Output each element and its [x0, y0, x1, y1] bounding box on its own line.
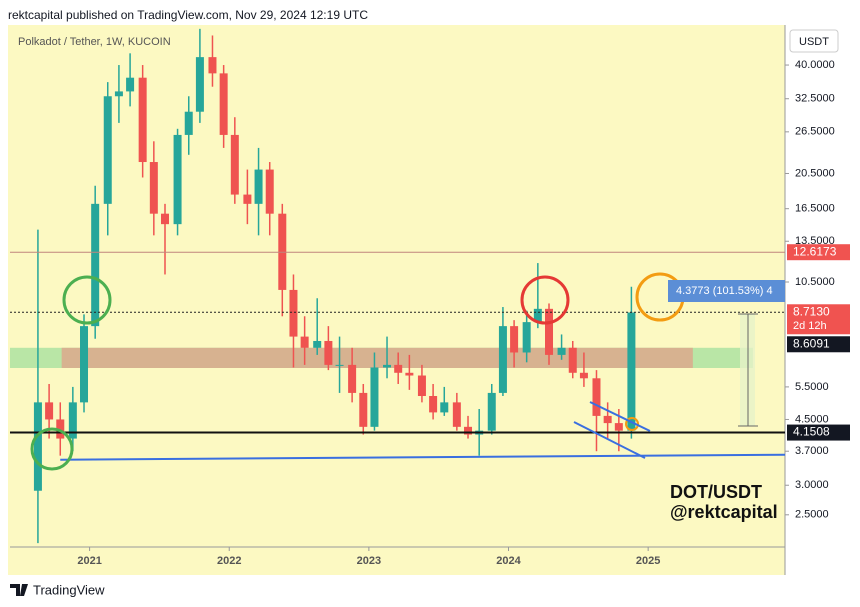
x-tick-label: 2021 — [77, 555, 101, 567]
candle-body — [440, 402, 449, 413]
candle-body — [592, 378, 601, 416]
y-tick-label: 2.5000 — [795, 509, 829, 521]
candle-body — [614, 423, 623, 431]
y-tick-label: 3.7000 — [795, 445, 829, 457]
price-tag-label: 12.6173 — [793, 244, 837, 258]
candle-body — [370, 367, 379, 427]
candle-body — [405, 372, 414, 376]
countdown: 2d 12h — [793, 320, 827, 332]
price-tag-label: 4.1508 — [793, 425, 830, 439]
candle-body — [498, 326, 507, 393]
y-tick-label: 20.5000 — [795, 167, 835, 179]
watermark: DOT/USDT — [670, 482, 762, 502]
y-tick-label: 3.0000 — [795, 479, 829, 491]
price-tag — [787, 424, 850, 441]
candle-body — [230, 134, 239, 195]
y-tick-label: 32.5000 — [795, 93, 835, 105]
candle-body — [627, 312, 636, 431]
candle-body — [103, 96, 112, 204]
zone — [61, 347, 693, 368]
chart-layer: 2021 2022 2023 2024 2025 — [10, 25, 786, 575]
candle-body — [254, 169, 263, 204]
candle-body — [603, 415, 612, 424]
candle-body — [289, 289, 298, 337]
candle-body — [173, 134, 182, 225]
price-tag — [787, 244, 850, 261]
candle-body — [359, 392, 368, 427]
y-tick-label: 10.5000 — [795, 276, 835, 288]
candle-body — [68, 402, 77, 439]
x-tick-label: 2024 — [496, 555, 521, 567]
price-tag — [787, 336, 850, 353]
circle — [520, 275, 570, 325]
candle-body — [464, 426, 473, 435]
candle-body — [510, 326, 519, 353]
candle-body — [545, 308, 554, 355]
y-tick-label: 13.5000 — [795, 235, 835, 247]
candle-body — [56, 419, 65, 439]
y-tick-label: 16.5000 — [795, 203, 835, 215]
circle — [625, 417, 639, 431]
footer: TradingView — [33, 582, 105, 597]
candle-body — [300, 336, 309, 348]
candle-body — [394, 364, 403, 373]
candle-body — [138, 77, 147, 163]
candle-body — [184, 111, 193, 135]
price-tag — [787, 304, 850, 335]
candle-body — [348, 364, 357, 393]
measure-box — [668, 280, 785, 302]
candle-body — [33, 402, 42, 491]
candle-body — [161, 213, 169, 225]
channel-line — [589, 401, 651, 432]
circle — [62, 275, 112, 325]
candle-body — [324, 340, 333, 365]
x-tick-label: 2025 — [636, 555, 660, 567]
candle-body — [417, 375, 426, 397]
currency-button[interactable] — [789, 29, 839, 53]
x-tick-label: 2022 — [217, 555, 241, 567]
candle-body — [195, 57, 204, 112]
plot-background — [8, 25, 785, 575]
candle-body — [45, 402, 54, 420]
candle-body — [452, 402, 461, 427]
circle — [30, 427, 74, 471]
y-tick-label: 26.5000 — [795, 126, 835, 138]
logo — [10, 584, 28, 596]
candle-body — [149, 162, 158, 214]
candle-body — [579, 372, 588, 379]
trendline — [60, 453, 786, 461]
candle-body — [522, 322, 531, 353]
candle-body — [335, 364, 344, 366]
chart-title: Polkadot / Tether, 1W, KUCOIN — [18, 36, 171, 48]
candle-body — [533, 308, 542, 323]
x-tick-label: 2023 — [357, 555, 381, 567]
watermark: @rektcapital — [670, 502, 778, 522]
y-tick-label: 5.5000 — [795, 381, 829, 393]
candle-body — [114, 91, 123, 97]
candle-body — [126, 77, 135, 92]
candle-body — [91, 203, 100, 327]
candle-body — [383, 364, 392, 368]
candle-body — [265, 169, 274, 214]
candle-body — [568, 347, 577, 373]
candle-body — [243, 194, 252, 204]
candle-body — [219, 73, 228, 135]
candle-body — [557, 347, 566, 355]
candle-body — [487, 392, 496, 431]
candle-body — [313, 340, 322, 348]
y-tick-label: 4.5000 — [795, 413, 829, 425]
y-tick-label: 40.0000 — [795, 59, 835, 71]
candle-body — [429, 396, 438, 413]
candle-body — [208, 57, 217, 74]
header: rektcapital published on TradingView.com… — [8, 8, 368, 22]
channel-line — [573, 421, 646, 459]
measure-label: 4.3773 (101.53%) 4 — [676, 285, 773, 297]
price-tag-label: 8.7130 — [793, 304, 830, 318]
candle-body — [80, 326, 89, 403]
currency[interactable]: USDT — [799, 36, 829, 48]
price-axis — [785, 25, 860, 575]
price-tag-label: 8.6091 — [793, 336, 830, 350]
